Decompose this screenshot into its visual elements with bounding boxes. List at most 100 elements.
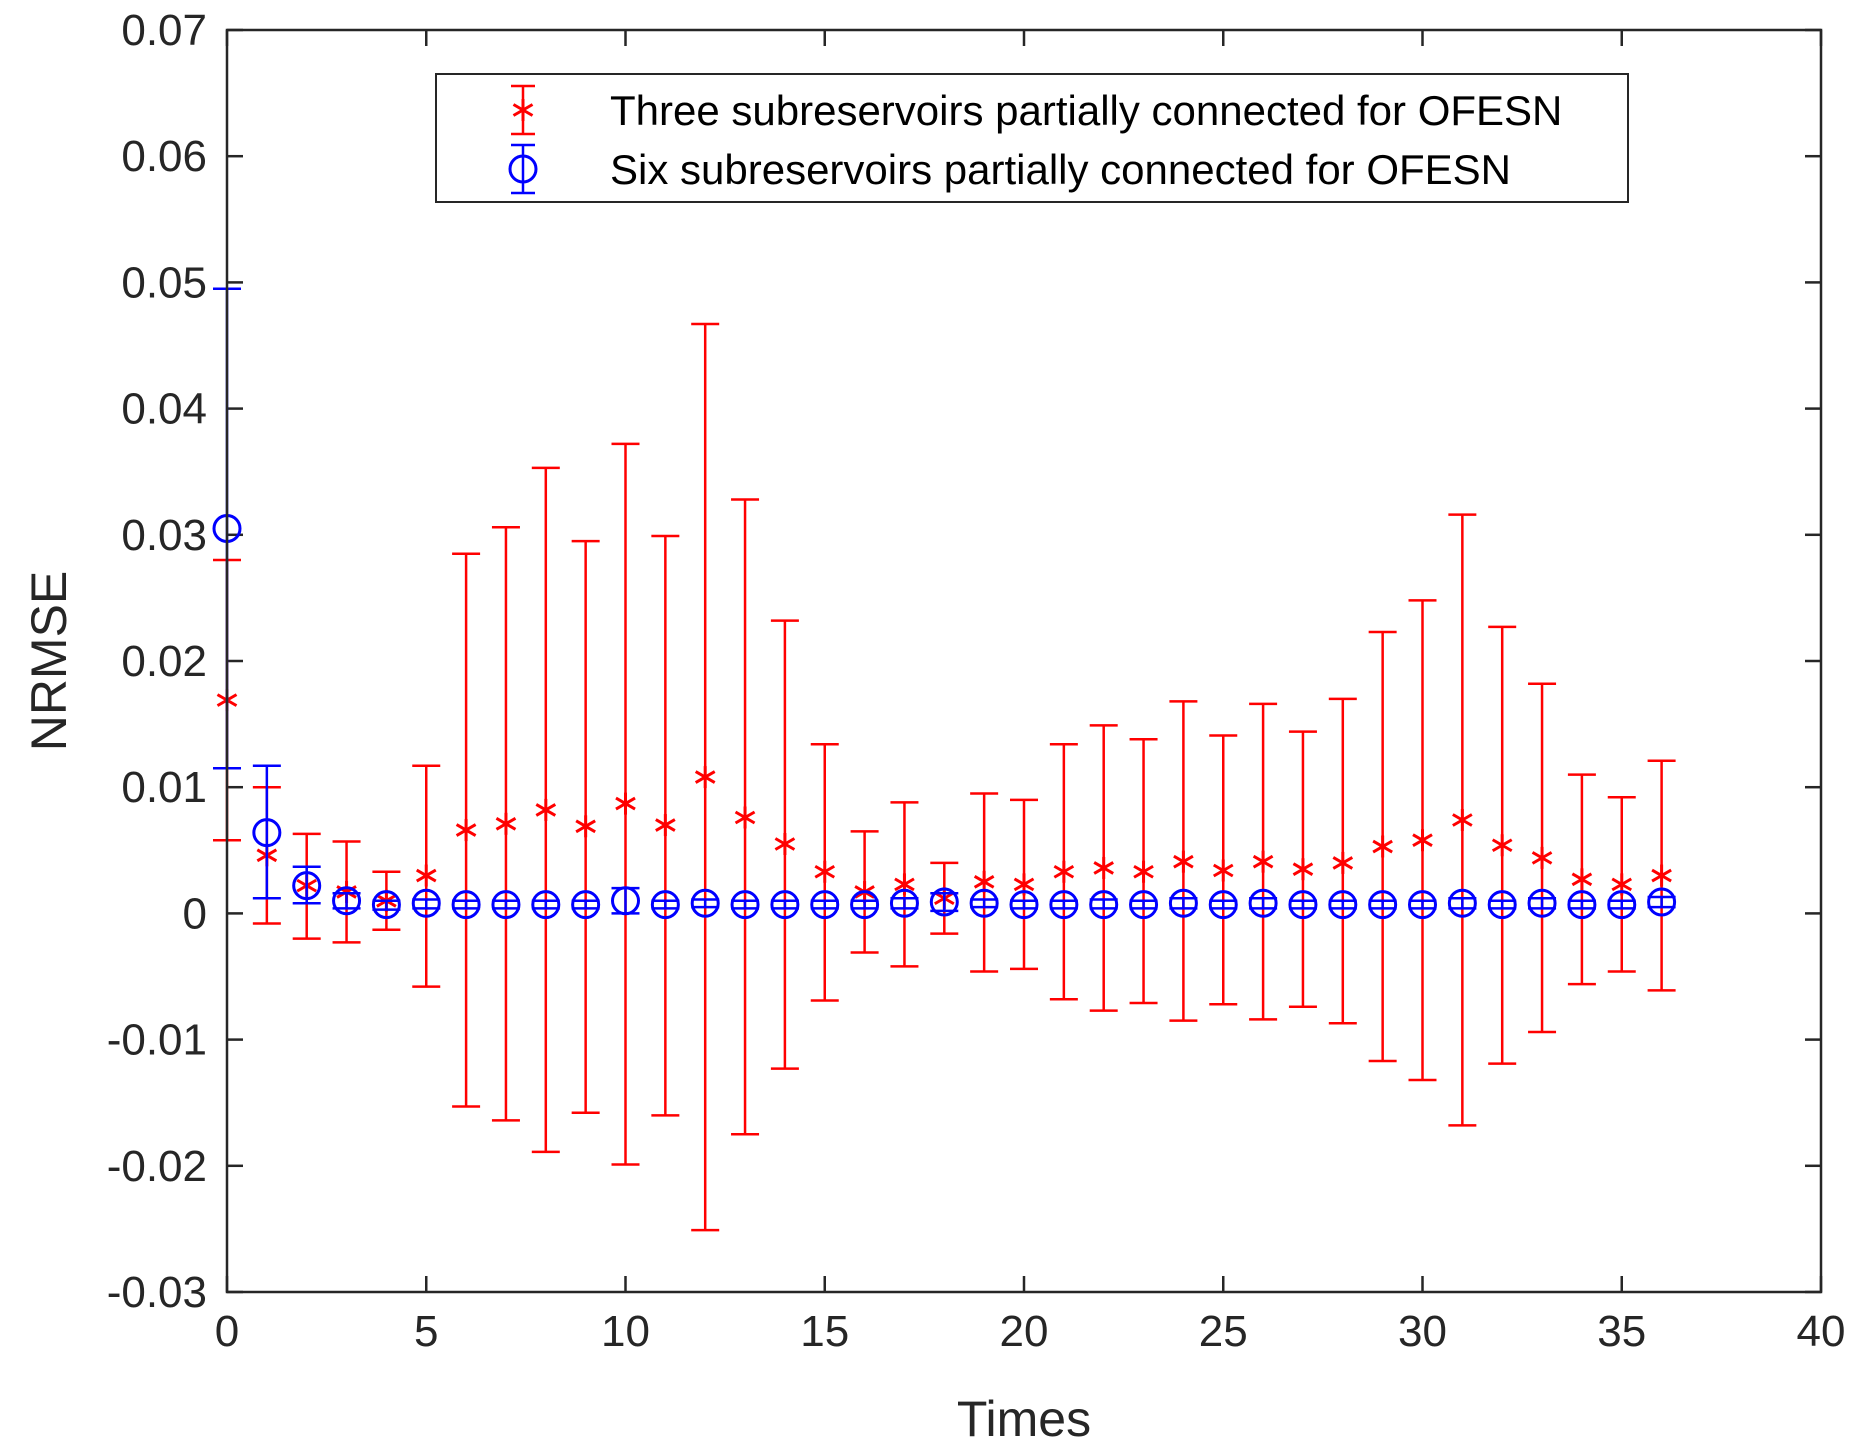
error-bar: [850, 899, 879, 910]
legend-label-three-subreservoirs: Three subreservoirs partially connected …: [610, 87, 1562, 134]
y-tick-label: -0.03: [107, 1268, 207, 1317]
data-point-circle: [1168, 888, 1198, 918]
y-tick-label: 0.03: [121, 511, 207, 560]
error-bar: [491, 899, 520, 910]
data-point-asterisk: [694, 766, 716, 789]
x-tick-label: 15: [800, 1307, 849, 1356]
x-tick-label: 0: [215, 1307, 239, 1356]
data-point-circle: [411, 888, 441, 918]
data-point-circle: [810, 890, 840, 920]
error-bar: [372, 899, 401, 911]
data-point-circle: [1089, 890, 1119, 920]
error-bar: [1089, 898, 1118, 910]
error-bar: [1567, 899, 1596, 910]
x-tick-label: 40: [1797, 1307, 1846, 1356]
plot-area-frame: [225, 28, 1823, 1294]
y-tick-label: 0.02: [121, 637, 207, 686]
data-point-asterisk: [575, 815, 596, 838]
error-bar: [1010, 899, 1038, 910]
data-point-asterisk: [1173, 850, 1194, 873]
error-bar: [252, 764, 281, 900]
data-point-asterisk: [1292, 858, 1314, 881]
error-bar: [691, 898, 720, 909]
data-point-asterisk: [535, 798, 557, 821]
legend-asterisk-marker: [512, 99, 534, 121]
error-bar: [452, 899, 481, 910]
error-bar: [890, 897, 919, 910]
legend-marker-six-subreservoirs: [508, 143, 538, 195]
error-bar: [531, 899, 560, 910]
data-point-circle: [1129, 890, 1159, 920]
data-point-circle: [1248, 888, 1278, 918]
error-bar: [1408, 899, 1437, 910]
error-bar: [1209, 899, 1238, 910]
data-point-asterisk: [1571, 868, 1593, 891]
y-tick-label: 0.06: [121, 132, 207, 181]
y-tick-label: -0.01: [107, 1016, 207, 1065]
data-point-asterisk: [1372, 835, 1393, 858]
data-point-asterisk: [1491, 834, 1513, 857]
error-bar: [810, 899, 839, 910]
data-point-asterisk: [1133, 860, 1154, 883]
error-bar: [571, 899, 600, 910]
data-point-asterisk: [495, 812, 517, 835]
data-point-circle: [531, 890, 561, 920]
data-point-circle: [371, 890, 401, 920]
data-point-asterisk: [415, 864, 437, 887]
y-tick-label: -0.02: [107, 1142, 207, 1191]
x-axis: 0 5 10 15 20 25 30 35 40: [215, 30, 1846, 1356]
error-bar: [970, 898, 999, 909]
data-point-circle: [1527, 888, 1557, 918]
data-point-circle: [1607, 890, 1637, 920]
error-bar: [1488, 899, 1517, 910]
data-point-circle: [1368, 890, 1398, 920]
data-point-circle: [929, 887, 959, 917]
data-point-asterisk: [1651, 864, 1672, 887]
error-bar: [1607, 899, 1636, 910]
data-point-asterisk: [814, 860, 836, 883]
error-bar: [1368, 899, 1397, 910]
error-bar: [731, 899, 760, 910]
x-axis-title: Times: [957, 1391, 1091, 1447]
data-point-circle: [1009, 890, 1039, 920]
data-point-circle: [1208, 890, 1238, 920]
data-point-asterisk: [615, 792, 636, 815]
data-point-asterisk: [655, 814, 676, 837]
y-tick-label: 0.01: [121, 763, 207, 812]
error-bar: [1169, 897, 1198, 910]
data-point-circle: [1567, 890, 1597, 920]
data-point-circle: [650, 890, 680, 920]
data-point-asterisk: [1452, 809, 1473, 832]
error-bar: [1249, 897, 1278, 910]
error-bar: [770, 899, 799, 910]
series-three-subreservoirs: [213, 322, 1676, 1232]
legend-marker-three-subreservoirs: [511, 84, 535, 136]
error-bar: [1647, 895, 1676, 909]
data-point-circle: [889, 888, 919, 918]
data-point-circle: [332, 886, 362, 916]
data-point-circle: [1408, 890, 1437, 920]
data-point-circle: [1328, 890, 1358, 920]
y-tick-label: 0.04: [121, 385, 207, 434]
data-point-asterisk: [1093, 856, 1114, 879]
error-bar: [651, 899, 680, 910]
data-point-circle: [1647, 887, 1677, 917]
data-point-asterisk: [1412, 829, 1433, 852]
x-tick-label: 10: [601, 1307, 650, 1356]
data-point-circle: [1447, 888, 1477, 918]
data-point-circle: [969, 888, 999, 918]
data-point-circle: [571, 890, 601, 920]
legend-circle-marker: [508, 154, 538, 184]
y-axis: -0.03 -0.02 -0.01 0 0.01 0.02 0.03 0.04 0.05 0.06…: [107, 6, 1821, 1317]
x-tick-label: 25: [1199, 1307, 1248, 1356]
x-tick-label: 20: [1000, 1307, 1049, 1356]
data-point-circle: [1487, 890, 1517, 920]
data-point-circle: [770, 890, 800, 920]
error-bar: [1528, 897, 1557, 910]
error-bar: [412, 898, 441, 910]
y-tick-label: 0.05: [121, 258, 207, 307]
data-point-circle: [1049, 890, 1079, 920]
error-bar: [1049, 899, 1078, 910]
data-point-circle: [730, 890, 760, 920]
legend: Three subreservoirs partially connected …: [435, 73, 1629, 203]
